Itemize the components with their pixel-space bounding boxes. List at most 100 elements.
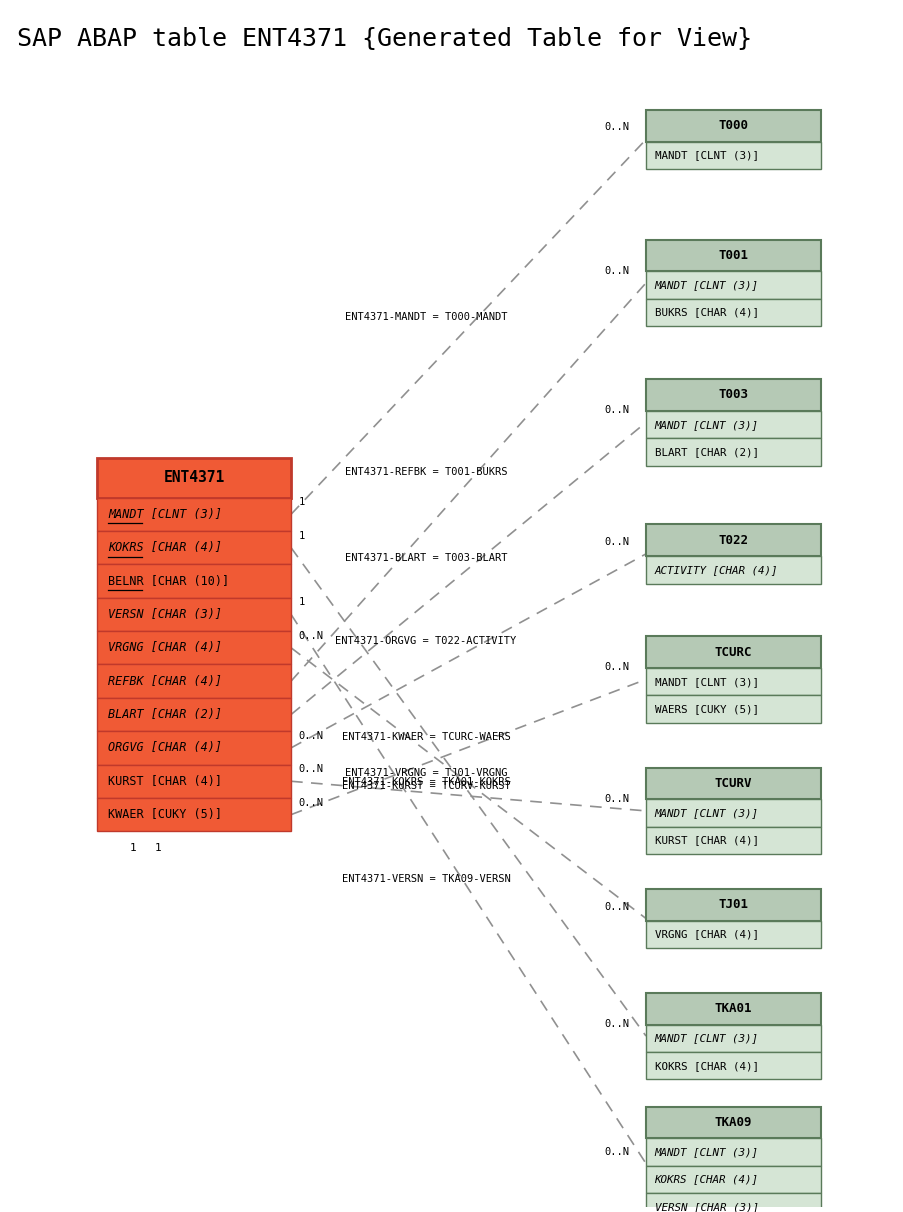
- Text: T003: T003: [718, 389, 748, 401]
- Text: KWAER [CUKY (5)]: KWAER [CUKY (5)]: [108, 808, 222, 822]
- Bar: [97, 498, 291, 531]
- Text: 0..N: 0..N: [603, 794, 628, 804]
- Bar: [646, 439, 820, 465]
- Text: BELNR [CHAR (10)]: BELNR [CHAR (10)]: [108, 574, 229, 588]
- Bar: [646, 379, 820, 411]
- Text: TCURC: TCURC: [714, 646, 751, 658]
- Text: VERSN [CHAR (3)]: VERSN [CHAR (3)]: [108, 608, 222, 621]
- Bar: [97, 664, 291, 698]
- Bar: [646, 636, 820, 668]
- Text: MANDT [CLNT (3)]: MANDT [CLNT (3)]: [654, 1034, 758, 1044]
- Text: 1: 1: [155, 844, 162, 853]
- Text: 1: 1: [298, 598, 304, 607]
- Bar: [97, 565, 291, 598]
- Text: BLART [CHAR (2)]: BLART [CHAR (2)]: [108, 708, 222, 721]
- Bar: [646, 1138, 820, 1166]
- Bar: [646, 696, 820, 722]
- Text: VERSN [CHAR (3)]: VERSN [CHAR (3)]: [654, 1202, 758, 1212]
- Text: 0..N: 0..N: [298, 765, 323, 774]
- Text: VRGNG [CHAR (4)]: VRGNG [CHAR (4)]: [654, 930, 758, 939]
- Text: 0..N: 0..N: [603, 1147, 628, 1156]
- Text: ENT4371-KOKRS = TKA01-KOKRS: ENT4371-KOKRS = TKA01-KOKRS: [341, 777, 509, 787]
- Text: BUKRS [CHAR (4)]: BUKRS [CHAR (4)]: [654, 308, 758, 318]
- Text: SAP ABAP table ENT4371 {Generated Table for View}: SAP ABAP table ENT4371 {Generated Table …: [17, 27, 751, 51]
- Bar: [97, 531, 291, 565]
- Text: KURST [CHAR (4)]: KURST [CHAR (4)]: [654, 835, 758, 846]
- Text: TJ01: TJ01: [718, 898, 748, 911]
- Bar: [646, 142, 820, 170]
- Text: 1: 1: [298, 531, 304, 541]
- Text: ENT4371-KURST = TCURV-KURST: ENT4371-KURST = TCURV-KURST: [341, 781, 509, 791]
- Text: 0..N: 0..N: [603, 405, 628, 416]
- Text: ENT4371: ENT4371: [163, 470, 225, 485]
- Text: ACTIVITY [CHAR (4)]: ACTIVITY [CHAR (4)]: [654, 565, 777, 574]
- Text: ENT4371-BLART = T003-BLART: ENT4371-BLART = T003-BLART: [344, 554, 507, 564]
- Text: 0..N: 0..N: [603, 902, 628, 911]
- Bar: [646, 888, 820, 921]
- Text: ENT4371-MANDT = T000-MANDT: ENT4371-MANDT = T000-MANDT: [344, 311, 507, 322]
- Text: MANDT [CLNT (3)]: MANDT [CLNT (3)]: [654, 1147, 758, 1157]
- Text: TKA09: TKA09: [714, 1116, 751, 1128]
- Text: MANDT [CLNT (3)]: MANDT [CLNT (3)]: [654, 280, 758, 290]
- Bar: [646, 525, 820, 556]
- Text: 0..N: 0..N: [603, 663, 628, 673]
- Text: 0..N: 0..N: [298, 797, 323, 807]
- Text: REFBK [CHAR (4)]: REFBK [CHAR (4)]: [108, 675, 222, 687]
- Text: 0..N: 0..N: [298, 630, 323, 641]
- Bar: [97, 598, 291, 631]
- Bar: [97, 458, 291, 498]
- Text: T001: T001: [718, 248, 748, 262]
- Text: VRGNG [CHAR (4)]: VRGNG [CHAR (4)]: [108, 641, 222, 654]
- Text: 0..N: 0..N: [603, 537, 628, 547]
- Text: MANDT [CLNT (3)]: MANDT [CLNT (3)]: [654, 419, 758, 429]
- Text: ENT4371-REFBK = T001-BUKRS: ENT4371-REFBK = T001-BUKRS: [344, 467, 507, 478]
- Text: TCURV: TCURV: [714, 777, 751, 790]
- Text: TKA01: TKA01: [714, 1002, 751, 1016]
- Bar: [646, 921, 820, 948]
- Text: 0..N: 0..N: [603, 1019, 628, 1029]
- Text: T022: T022: [718, 533, 748, 547]
- Bar: [646, 271, 820, 299]
- Text: T000: T000: [718, 119, 748, 132]
- Bar: [97, 731, 291, 765]
- Bar: [646, 993, 820, 1024]
- Text: KOKRS [CHAR (4)]: KOKRS [CHAR (4)]: [654, 1060, 758, 1070]
- Text: MANDT [CLNT (3)]: MANDT [CLNT (3)]: [654, 676, 758, 687]
- Text: ENT4371-VRGNG = TJ01-VRGNG: ENT4371-VRGNG = TJ01-VRGNG: [344, 768, 507, 778]
- Bar: [97, 631, 291, 664]
- Text: MANDT [CLNT (3)]: MANDT [CLNT (3)]: [108, 508, 222, 521]
- Text: KURST [CHAR (4)]: KURST [CHAR (4)]: [108, 774, 222, 788]
- Bar: [646, 827, 820, 854]
- Text: KOKRS [CHAR (4)]: KOKRS [CHAR (4)]: [108, 541, 222, 554]
- Bar: [646, 767, 820, 800]
- Bar: [646, 1166, 820, 1193]
- Bar: [97, 698, 291, 731]
- Bar: [97, 765, 291, 797]
- Text: MANDT [CLNT (3)]: MANDT [CLNT (3)]: [654, 808, 758, 818]
- Bar: [646, 299, 820, 326]
- Bar: [646, 800, 820, 827]
- Bar: [646, 240, 820, 271]
- Text: WAERS [CUKY (5)]: WAERS [CUKY (5)]: [654, 704, 758, 714]
- Bar: [646, 1052, 820, 1080]
- Text: 0..N: 0..N: [298, 731, 323, 741]
- Bar: [97, 797, 291, 831]
- Text: ENT4371-ORGVG = T022-ACTIVITY: ENT4371-ORGVG = T022-ACTIVITY: [335, 636, 516, 646]
- Text: ENT4371-VERSN = TKA09-VERSN: ENT4371-VERSN = TKA09-VERSN: [341, 874, 509, 884]
- Bar: [646, 668, 820, 696]
- Text: ORGVG [CHAR (4)]: ORGVG [CHAR (4)]: [108, 742, 222, 754]
- Bar: [646, 110, 820, 142]
- Bar: [646, 1107, 820, 1138]
- Text: ENT4371-KWAER = TCURC-WAERS: ENT4371-KWAER = TCURC-WAERS: [341, 732, 509, 742]
- Text: 1: 1: [129, 844, 136, 853]
- Text: 1: 1: [298, 497, 304, 508]
- Bar: [646, 1193, 820, 1212]
- Bar: [646, 1024, 820, 1052]
- Bar: [646, 556, 820, 583]
- Text: 0..N: 0..N: [603, 265, 628, 276]
- Text: BLART [CHAR (2)]: BLART [CHAR (2)]: [654, 447, 758, 457]
- Bar: [646, 411, 820, 439]
- Text: 0..N: 0..N: [603, 122, 628, 132]
- Text: MANDT [CLNT (3)]: MANDT [CLNT (3)]: [654, 150, 758, 160]
- Text: KOKRS [CHAR (4)]: KOKRS [CHAR (4)]: [654, 1174, 758, 1184]
